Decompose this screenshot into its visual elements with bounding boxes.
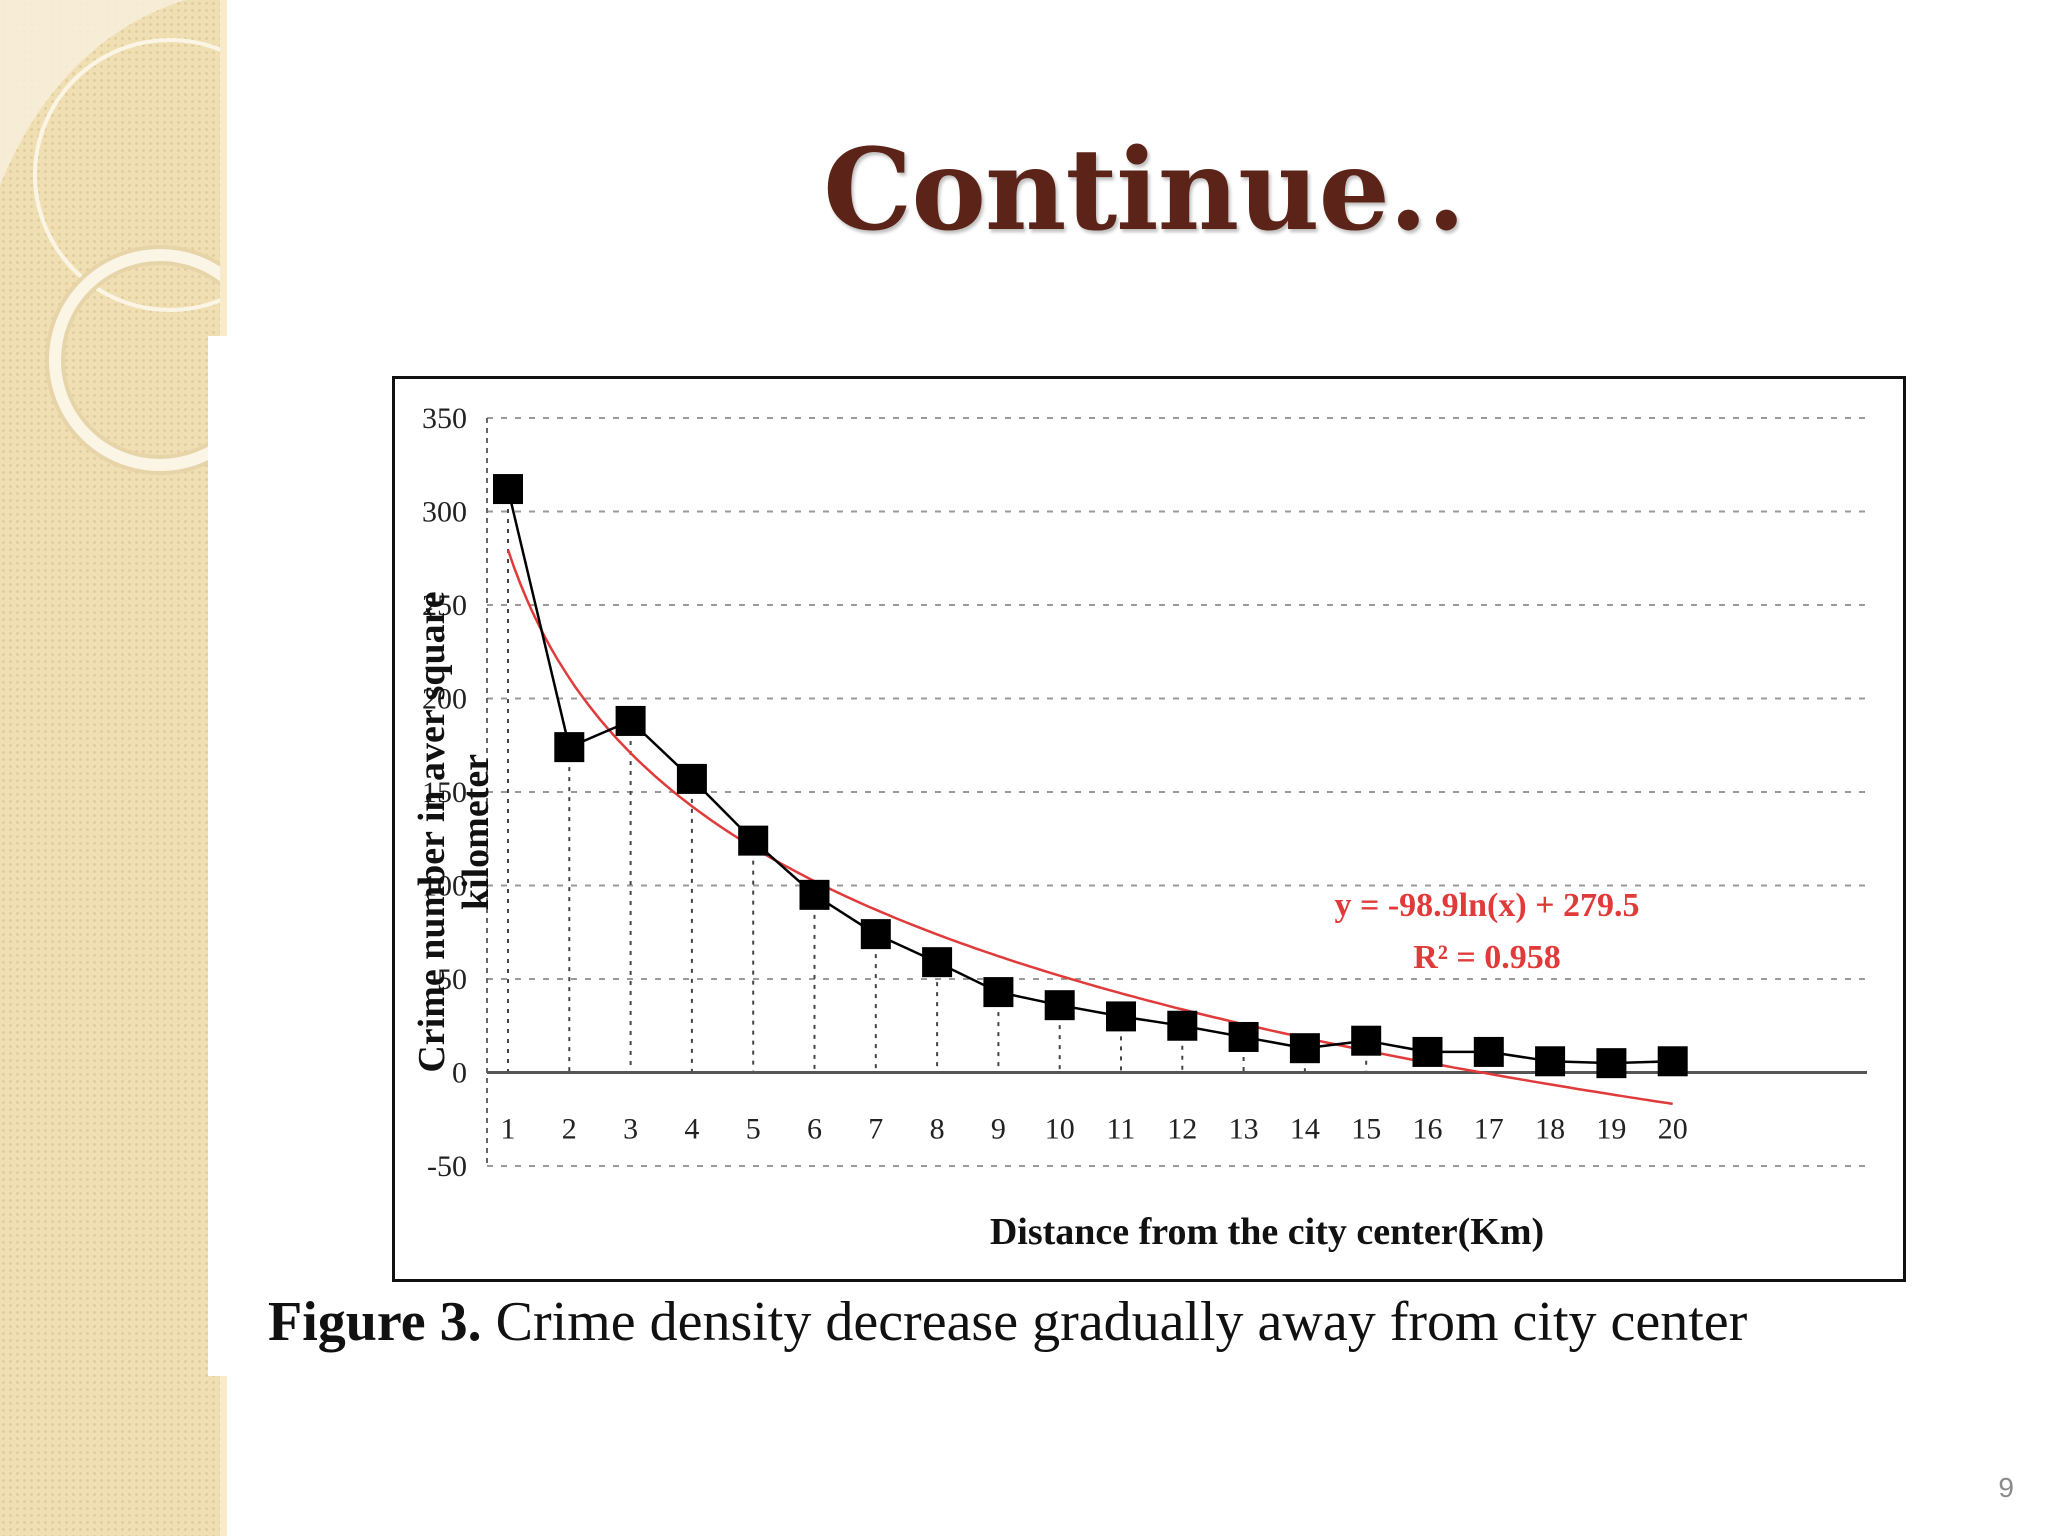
trendline-r-squared: R² = 0.958 bbox=[1413, 939, 1561, 976]
data-point-marker bbox=[860, 919, 891, 950]
x-tick-label: 11 bbox=[1107, 1113, 1136, 1146]
data-point-marker bbox=[1167, 1010, 1198, 1041]
y-axis-title-line-2: kilometer bbox=[455, 754, 497, 910]
x-tick-label: 6 bbox=[807, 1113, 822, 1146]
y-tick-label: 100 bbox=[422, 870, 467, 903]
data-point-marker bbox=[983, 977, 1014, 1008]
data-point-marker bbox=[1657, 1046, 1688, 1077]
y-tick-label: 350 bbox=[422, 402, 467, 435]
data-point-marker bbox=[1596, 1048, 1627, 1079]
x-tick-label: 7 bbox=[868, 1113, 883, 1146]
x-tick-label: 14 bbox=[1290, 1113, 1320, 1146]
y-tick-label: 250 bbox=[422, 589, 467, 622]
corner-ornament bbox=[0, 0, 185, 185]
data-point-marker bbox=[1351, 1025, 1382, 1056]
data-point-marker bbox=[1473, 1036, 1504, 1067]
y-axis-title: Crime number in aver squarekilometer bbox=[411, 591, 497, 1072]
x-tick-label: 5 bbox=[746, 1113, 761, 1146]
data-point-marker bbox=[615, 705, 646, 736]
x-tick-label: 10 bbox=[1045, 1113, 1075, 1146]
data-point-marker bbox=[1289, 1033, 1320, 1064]
x-tick-label: 18 bbox=[1535, 1113, 1565, 1146]
data-point-marker bbox=[493, 474, 523, 505]
data-point-marker bbox=[1412, 1036, 1443, 1067]
axes bbox=[486, 418, 1867, 1166]
x-tick-label: 9 bbox=[991, 1113, 1006, 1146]
figure-caption-label: Figure 3. bbox=[268, 1291, 482, 1353]
log-trendline bbox=[506, 549, 1673, 1106]
y-tick-label: 200 bbox=[422, 683, 467, 716]
x-tick-label: 8 bbox=[930, 1113, 945, 1146]
page-number: 9 bbox=[1998, 1472, 2014, 1503]
x-axis-title: Distance from the city center(Km) bbox=[990, 1211, 1544, 1253]
slide-title: Continue.. bbox=[823, 125, 1466, 256]
sidebar-decoration bbox=[0, 0, 227, 1536]
data-point-marker bbox=[1044, 990, 1075, 1021]
data-point-marker bbox=[554, 732, 585, 763]
y-axis-title-line-1: Crime number in aver square bbox=[411, 591, 453, 1072]
ring-ornament-large bbox=[33, 38, 227, 312]
data-point-marker bbox=[676, 763, 707, 794]
chart-frame bbox=[392, 376, 1906, 1282]
x-tick-label: 3 bbox=[623, 1113, 638, 1146]
ring-ornaments bbox=[0, 0, 227, 475]
data-point-marker bbox=[1228, 1021, 1259, 1052]
y-tick-label: -50 bbox=[427, 1150, 467, 1183]
figure-caption: Figure 3. Crime density decrease gradual… bbox=[268, 1290, 1747, 1354]
y-tick-label: 150 bbox=[422, 776, 467, 809]
x-tick-label: 20 bbox=[1658, 1113, 1688, 1146]
ring-ornament-small bbox=[49, 249, 227, 471]
data-point-marker bbox=[799, 879, 830, 910]
data-point-marker bbox=[1535, 1046, 1566, 1077]
x-tick-label: 19 bbox=[1596, 1113, 1626, 1146]
trendline-equation: y = -98.9ln(x) + 279.5 bbox=[1334, 887, 1639, 924]
data-point-marker bbox=[922, 947, 953, 978]
data-point-marker bbox=[1106, 1001, 1136, 1032]
figure-caption-text: Crime density decrease gradually away fr… bbox=[495, 1291, 1748, 1353]
x-tick-label: 16 bbox=[1413, 1113, 1443, 1146]
y-tick-label: 50 bbox=[437, 963, 467, 996]
x-tick-label: 15 bbox=[1351, 1113, 1381, 1146]
trendline-layer bbox=[506, 549, 1673, 1106]
y-tick-label: 300 bbox=[422, 496, 467, 529]
x-tick-label: 2 bbox=[562, 1113, 577, 1146]
data-point-marker bbox=[738, 825, 769, 856]
x-tick-label: 1 bbox=[501, 1113, 516, 1146]
y-tick-label: 0 bbox=[452, 1057, 467, 1090]
x-tick-label: 4 bbox=[684, 1113, 699, 1146]
x-tick-label: 12 bbox=[1167, 1113, 1197, 1146]
x-tick-label: 13 bbox=[1229, 1113, 1259, 1146]
data-series-layer bbox=[493, 474, 1688, 1079]
x-tick-label: 17 bbox=[1474, 1113, 1504, 1146]
